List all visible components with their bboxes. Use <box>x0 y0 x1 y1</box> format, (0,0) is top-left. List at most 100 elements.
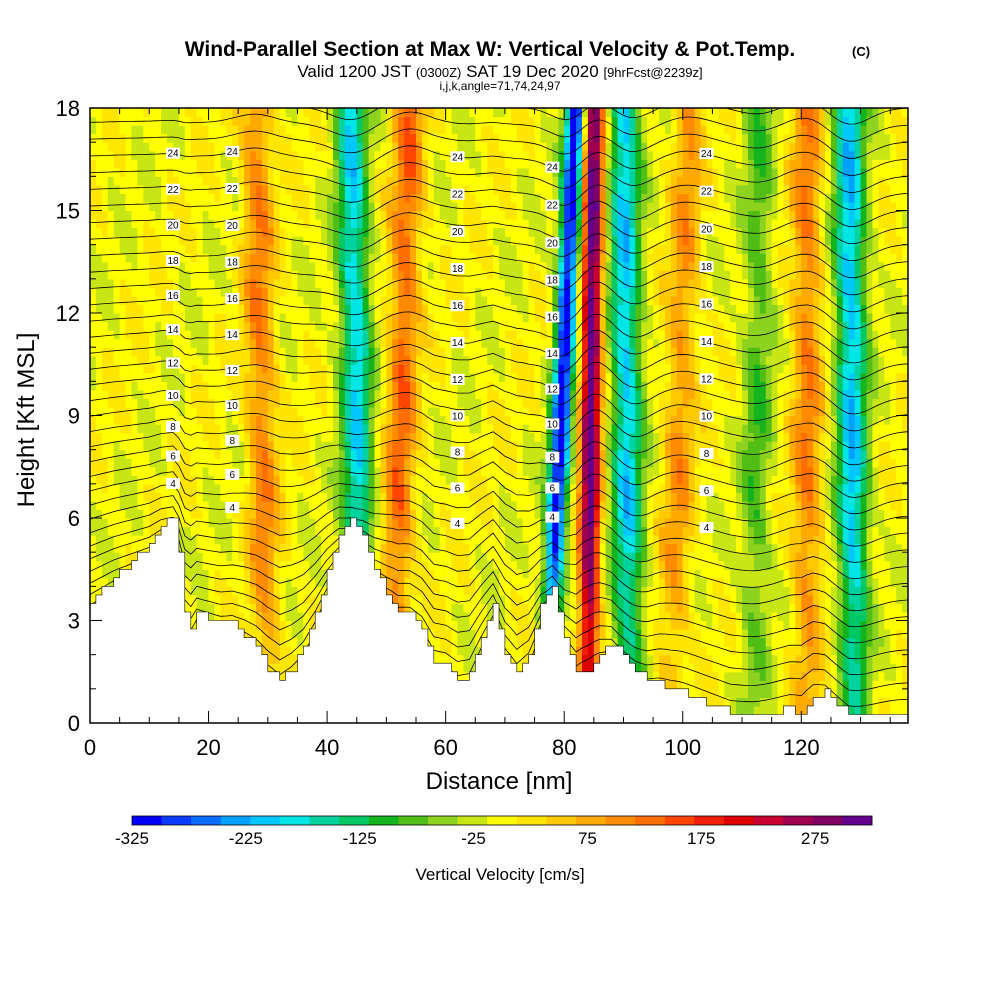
velocity-cell <box>362 458 370 468</box>
velocity-cell <box>178 492 186 502</box>
velocity-cell <box>273 629 281 639</box>
velocity-cell <box>190 278 198 288</box>
velocity-cell <box>439 543 447 553</box>
velocity-cell <box>392 244 399 254</box>
velocity-cell <box>315 108 322 118</box>
velocity-cell <box>315 492 322 502</box>
velocity-cell <box>374 424 382 434</box>
velocity-cell <box>463 637 470 647</box>
velocity-cell <box>279 611 287 622</box>
velocity-cell <box>475 142 482 152</box>
velocity-cell <box>155 355 162 365</box>
velocity-cell <box>321 330 328 340</box>
velocity-cell <box>190 176 198 186</box>
velocity-cell <box>172 244 180 254</box>
velocity-cell <box>184 535 192 545</box>
velocity-cell <box>101 364 109 374</box>
velocity-cell <box>338 330 346 340</box>
velocity-cell <box>327 193 334 203</box>
velocity-cell <box>475 355 482 365</box>
velocity-cell <box>368 330 376 340</box>
velocity-cell <box>356 398 364 408</box>
velocity-cell <box>119 219 127 229</box>
velocity-cell <box>392 167 399 177</box>
velocity-cell <box>244 201 251 212</box>
velocity-cell <box>416 372 423 382</box>
velocity-cell <box>149 381 156 391</box>
velocity-cell <box>469 458 476 468</box>
velocity-cell <box>350 176 358 186</box>
velocity-cell <box>172 347 180 357</box>
velocity-cell <box>344 287 352 297</box>
velocity-cell <box>190 133 198 143</box>
velocity-cell <box>386 236 393 246</box>
velocity-cell <box>475 364 482 374</box>
velocity-cell <box>190 518 198 528</box>
velocity-cell <box>410 458 417 468</box>
velocity-cell <box>386 142 393 152</box>
velocity-cell <box>315 176 322 186</box>
velocity-cell <box>475 167 482 177</box>
velocity-cell <box>433 304 441 314</box>
velocity-cell <box>250 577 257 587</box>
velocity-cell <box>143 108 150 118</box>
velocity-cell <box>208 125 216 135</box>
velocity-cell <box>386 338 393 348</box>
velocity-cell <box>279 313 287 323</box>
velocity-cell <box>261 424 269 434</box>
velocity-cell <box>267 295 275 306</box>
velocity-cell <box>404 278 411 288</box>
velocity-cell <box>392 535 399 545</box>
velocity-cell <box>386 159 393 169</box>
velocity-cell <box>178 372 186 382</box>
velocity-cell <box>303 108 310 118</box>
velocity-cell <box>350 432 358 442</box>
velocity-cell <box>125 552 133 562</box>
velocity-cell <box>143 466 150 476</box>
velocity-cell <box>416 594 423 605</box>
velocity-cell <box>487 338 494 348</box>
velocity-cell <box>113 116 121 126</box>
velocity-cell <box>469 372 476 382</box>
velocity-cell <box>386 278 393 288</box>
velocity-cell <box>493 406 500 417</box>
velocity-cell <box>172 364 180 374</box>
velocity-cell <box>107 193 115 203</box>
velocity-cell <box>309 125 316 135</box>
velocity-cell <box>101 278 109 288</box>
velocity-cell <box>463 253 470 263</box>
velocity-cell <box>315 432 322 442</box>
velocity-cell <box>190 227 198 237</box>
velocity-cell <box>297 184 304 195</box>
velocity-cell <box>125 125 133 135</box>
velocity-cell <box>421 287 429 297</box>
velocity-cell <box>356 116 364 126</box>
velocity-cell <box>350 116 358 126</box>
velocity-cell <box>315 236 322 246</box>
velocity-cell <box>125 526 133 536</box>
velocity-cell <box>190 321 198 331</box>
velocity-cell <box>433 543 441 553</box>
velocity-cell <box>421 150 429 160</box>
velocity-cell <box>309 261 316 271</box>
velocity-cell <box>255 466 263 476</box>
velocity-cell <box>261 159 269 169</box>
velocity-cell <box>309 389 316 400</box>
velocity-cell <box>303 244 310 254</box>
velocity-cell <box>398 313 405 323</box>
velocity-cell <box>167 244 174 254</box>
velocity-cell <box>421 552 429 562</box>
velocity-cell <box>238 150 245 160</box>
velocity-cell <box>95 381 103 391</box>
velocity-cell <box>202 313 210 323</box>
velocity-cell <box>380 253 387 263</box>
velocity-cell <box>338 295 346 306</box>
velocity-cell <box>386 518 393 528</box>
velocity-cell <box>273 372 281 382</box>
velocity-cell <box>273 125 281 135</box>
velocity-cell <box>321 193 328 203</box>
velocity-cell <box>255 509 263 519</box>
velocity-cell <box>161 253 168 263</box>
velocity-cell <box>457 313 465 323</box>
velocity-cell <box>285 159 293 169</box>
